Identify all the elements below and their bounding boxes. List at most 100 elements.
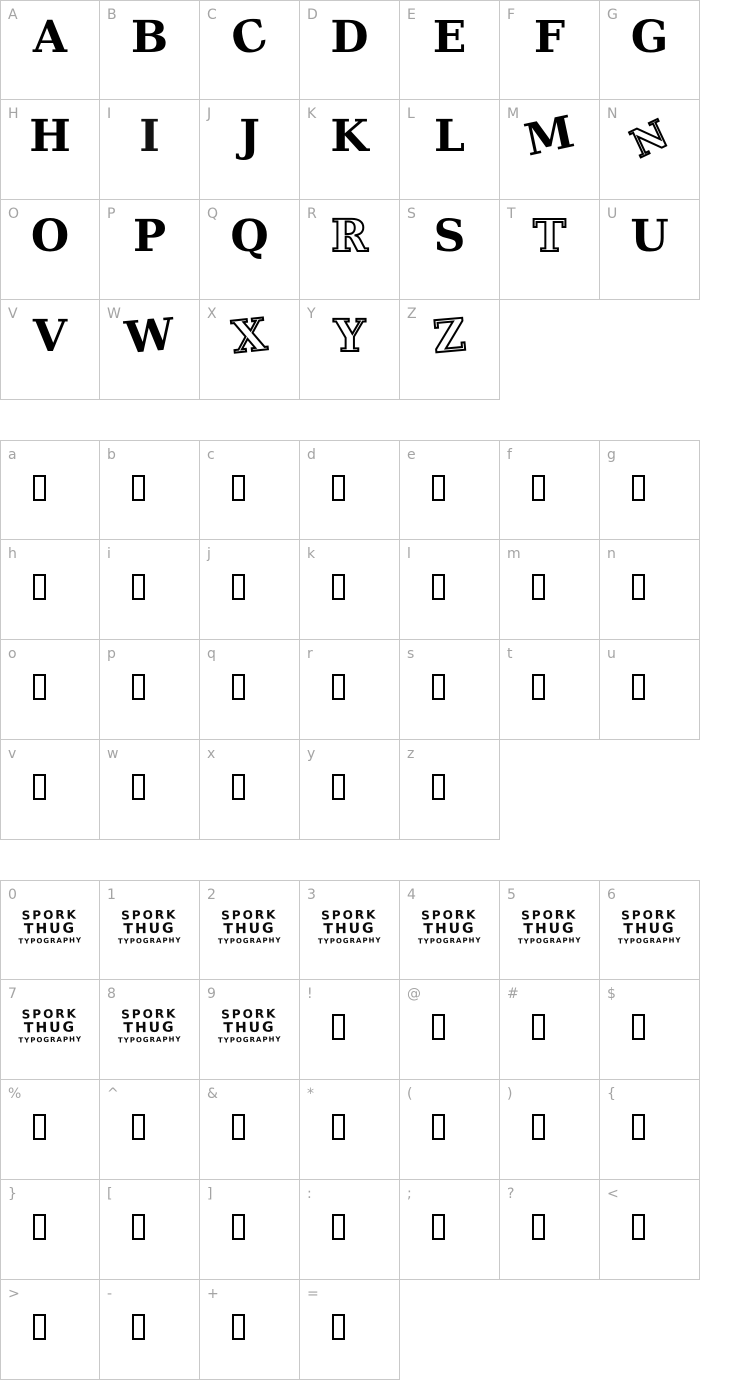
glyph-cell: m [500,540,600,640]
missing-glyph-box [632,574,645,600]
glyph-cell: 5 SPORK THUG TYPOGRAPHY [500,880,600,980]
character-label: J [207,106,212,122]
glyph-G: G [630,12,669,63]
character-label: : [307,1186,312,1202]
missing-glyph-box [232,475,245,501]
character-label: m [507,546,521,562]
glyph-R: R [330,211,369,262]
logo-line2: THUG [123,920,176,938]
glyph-cell: ( [400,1080,500,1180]
missing-glyph-box [132,674,145,700]
character-label: [ [107,1186,113,1202]
character-label: W [107,306,121,322]
glyph-cell: u [600,640,700,740]
missing-glyph-box [132,574,145,600]
glyph-cell: } [0,1180,100,1280]
glyph-Z: Z [430,309,468,365]
missing-glyph-box [232,674,245,700]
character-label: V [8,306,18,322]
glyph-cell: s [400,640,500,740]
glyph-L: L [434,111,465,162]
character-label: % [8,1086,22,1102]
glyph-cell: o [0,640,100,740]
missing-glyph-box [33,674,46,700]
missing-glyph-box [432,1014,445,1040]
glyph-cell: ! [300,980,400,1080]
character-label: ! [307,986,313,1002]
missing-glyph-box [532,574,545,600]
glyph-row: 0 SPORK THUG TYPOGRAPHY 1 SPORK THUG TYPOGRAPHY… [0,880,701,980]
glyph-cell: = [300,1280,400,1380]
glyph-cell: z [400,740,500,840]
missing-glyph-box [33,1314,46,1340]
glyph-cell: : [300,1180,400,1280]
spork-thug-logo-glyph: SPORK THUG TYPOGRAPHY [600,908,700,946]
missing-glyph-box [532,674,545,700]
glyph-U: U [630,211,669,262]
character-label: I [107,106,112,122]
logo-line2: THUG [423,920,476,938]
character-label: 9 [207,986,216,1002]
logo-line3: TYPOGRAPHY [18,936,83,946]
glyph-cell: 4 SPORK THUG TYPOGRAPHY [400,880,500,980]
spork-thug-logo-glyph: SPORK THUG TYPOGRAPHY [100,908,200,946]
glyph-H: H [29,111,71,162]
glyph-cell: k [300,540,400,640]
glyph-cell: 1 SPORK THUG TYPOGRAPHY [100,880,200,980]
logo-line3: TYPOGRAPHY [517,936,582,946]
glyph-W: W [122,308,177,365]
glyph-cell: 9 SPORK THUG TYPOGRAPHY [200,980,300,1080]
glyph-cell: 3 SPORK THUG TYPOGRAPHY [300,880,400,980]
character-label: o [8,646,17,662]
character-label: S [407,206,416,222]
character-label: @ [407,986,421,1002]
glyph-Y: Y [333,311,366,362]
glyph-cell: % [0,1080,100,1180]
glyph-F: F [533,12,566,63]
character-label: U [607,206,618,222]
character-label: K [307,106,317,122]
character-label: 2 [207,887,216,903]
character-label: j [207,546,211,562]
missing-glyph-box [332,1214,345,1240]
character-label: r [307,646,313,662]
missing-glyph-box [532,1014,545,1040]
missing-glyph-box [332,674,345,700]
character-label: N [607,106,618,122]
character-label: B [107,7,117,23]
glyph-cell: 8 SPORK THUG TYPOGRAPHY [100,980,200,1080]
missing-glyph-box [332,1114,345,1140]
glyph-cell: 2 SPORK THUG TYPOGRAPHY [200,880,300,980]
spork-thug-logo-glyph: SPORK THUG TYPOGRAPHY [200,908,300,946]
missing-glyph-box [532,1214,545,1240]
glyph-cell: a [0,440,100,540]
character-label: = [307,1286,319,1302]
character-label: } [8,1186,17,1202]
missing-glyph-box [532,1114,545,1140]
character-label: Q [207,206,219,222]
glyph-row: h i j k l m n [0,540,701,640]
character-label: b [107,447,116,463]
missing-glyph-box [432,674,445,700]
character-label: { [607,1086,616,1102]
numbers-symbols-glyph-grid: 0 SPORK THUG TYPOGRAPHY 1 SPORK THUG TYPOGRAPHY… [0,880,701,1380]
missing-glyph-box [33,574,46,600]
glyph-cell: v [0,740,100,840]
spork-thug-logo-glyph: SPORK THUG TYPOGRAPHY [100,1007,200,1045]
character-label: H [8,106,19,122]
missing-glyph-box [632,1214,645,1240]
missing-glyph-box [332,1314,345,1340]
glyph-cell: & [200,1080,300,1180]
character-label: s [407,646,415,662]
glyph-cell: q [200,640,300,740]
glyph-V: V [32,311,68,362]
spork-thug-logo-glyph: SPORK THUG TYPOGRAPHY [300,908,400,946]
character-label: P [107,206,116,222]
